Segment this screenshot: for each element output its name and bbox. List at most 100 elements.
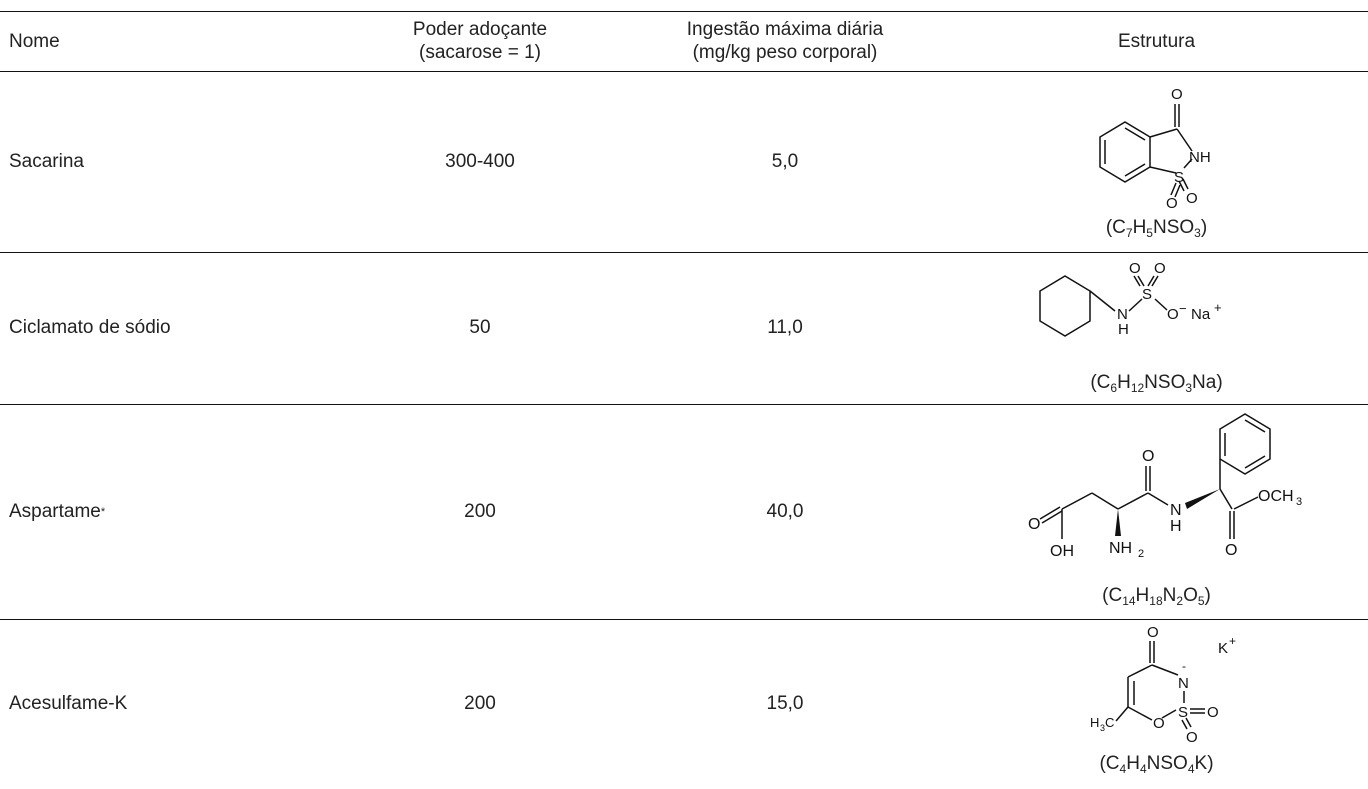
formula-subscript: 6: [1110, 381, 1118, 395]
max-intake-value: 40,0: [766, 500, 804, 522]
header-structure-label: Estrutura: [1117, 30, 1196, 52]
table-row-name: Aspartame *: [9, 404, 369, 619]
atom-label: H: [1090, 715, 1099, 730]
footnote-marker: *: [100, 505, 106, 518]
atom-subscript: 3: [1100, 723, 1105, 733]
atom-label: NH: [1189, 149, 1211, 166]
table-row-intake: 11,0: [620, 252, 950, 404]
formula-part: H: [1117, 372, 1131, 393]
formula-part: H: [1135, 585, 1150, 606]
formula-part: Na): [1192, 372, 1223, 393]
header-sweetening-power: Poder adoçante (sacarose = 1): [340, 11, 620, 71]
max-intake-value: 11,0: [767, 317, 803, 338]
sweetener-name: Sacarina: [9, 150, 84, 172]
atom-label: S: [1178, 704, 1188, 721]
atom-label: S: [1174, 169, 1184, 186]
atom-label: O: [1166, 195, 1178, 209]
atom-label: O: [1186, 729, 1198, 746]
max-intake-value: 15,0: [766, 693, 804, 714]
sweetener-name: Ciclamato de sódio: [9, 317, 171, 338]
atom-charge: +: [1214, 300, 1222, 315]
table-row-power: 200: [340, 404, 620, 619]
atom-label: OCH: [1258, 488, 1294, 505]
formula-subscript: 3: [1194, 226, 1201, 240]
atom-label: H: [1118, 321, 1129, 338]
formula-part: NSO: [1144, 372, 1186, 393]
formula-part: (C: [1090, 372, 1111, 393]
formula-subscript: 12: [1130, 381, 1145, 395]
atom-subscript: 2: [1138, 548, 1144, 560]
header-name: Nome: [9, 11, 369, 71]
formula-part: H: [1132, 217, 1147, 238]
acesulfame-structure: O N - K + S O O O H 3 C: [1090, 624, 1250, 747]
formula-part: O: [1183, 585, 1198, 606]
atom-label: O: [1225, 542, 1237, 559]
molecular-formula: (C4H4NSO4K): [945, 753, 1368, 776]
header-intake-line1: Ingestão máxima diária: [686, 19, 884, 40]
atom-label: O: [1028, 516, 1040, 533]
atom-label: N: [1170, 502, 1182, 519]
atom-label: S: [1142, 286, 1152, 303]
atom-label: OH: [1050, 543, 1074, 560]
formula-subscript: 7: [1125, 226, 1133, 240]
header-name-label: Nome: [9, 30, 60, 52]
formula-part: ): [1200, 217, 1208, 238]
sweetener-name: Aspartame: [9, 500, 101, 522]
atom-charge: +: [1229, 634, 1236, 648]
aspartame-structure: O OH NH 2 O N H O OCH 3: [1020, 411, 1320, 576]
molecular-formula: (C6H12NSO3Na): [945, 372, 1368, 395]
header-bottom-rule: [0, 71, 1368, 72]
formula-subscript: 5: [1197, 594, 1205, 608]
formula-subscript: 5: [1146, 226, 1153, 240]
atom-label: O: [1207, 704, 1219, 721]
sweetener-name: Acesulfame-K: [9, 693, 128, 714]
table-row-power: 200: [340, 619, 620, 789]
row-rule: [0, 252, 1368, 253]
atom-label: NH: [1109, 540, 1132, 557]
atom-label: O: [1153, 715, 1165, 732]
atom-label: O: [1142, 448, 1154, 465]
formula-subscript: 4: [1119, 762, 1127, 776]
formula-part: H: [1126, 753, 1140, 774]
formula-part: (C: [1099, 753, 1120, 774]
formula-part: NSO: [1152, 217, 1195, 238]
table-row-power: 300-400: [340, 71, 620, 252]
sweetening-power-value: 200: [464, 500, 496, 522]
atom-label: O: [1129, 260, 1141, 277]
molecular-formula: (C14H18N2O5): [945, 585, 1368, 608]
formula-subscript: 14: [1122, 594, 1136, 608]
table-row-name: Ciclamato de sódio: [9, 252, 369, 404]
atom-label: O: [1186, 190, 1198, 207]
sweetening-power-value: 300-400: [445, 150, 515, 172]
header-power-line1: Poder adoçante: [412, 19, 548, 40]
formula-subscript: 4: [1139, 762, 1147, 776]
atom-label: C: [1105, 715, 1114, 730]
atom-label: O: [1167, 306, 1179, 323]
header-structure: Estrutura: [945, 11, 1368, 71]
atom-charge: −: [1179, 301, 1187, 316]
saccharin-structure: O NH S O O: [1080, 79, 1240, 212]
formula-part: N: [1162, 585, 1177, 606]
header-power-line2: (sacarose = 1): [419, 42, 541, 63]
atom-label: H: [1170, 518, 1182, 535]
atom-label: O: [1147, 625, 1159, 641]
atom-label: K: [1218, 640, 1228, 657]
formula-part: K): [1194, 753, 1214, 774]
cyclamate-structure: O O S N H O − Na +: [1030, 256, 1250, 356]
atom-label: O: [1171, 86, 1183, 103]
row-rule: [0, 404, 1368, 405]
sweetening-power-value: 200: [464, 693, 496, 714]
row-rule: [0, 619, 1368, 620]
formula-part: (C: [1102, 585, 1123, 606]
formula-part: (C: [1105, 217, 1126, 238]
table-row-intake: 40,0: [620, 404, 950, 619]
formula-part: ): [1204, 585, 1211, 606]
max-intake-value: 5,0: [771, 150, 799, 172]
table-row-name: Sacarina: [9, 71, 369, 252]
atom-label: O: [1154, 260, 1166, 277]
table-row-intake: 5,0: [620, 71, 950, 252]
formula-subscript: 3: [1185, 381, 1193, 395]
sweetening-power-value: 50: [469, 317, 491, 338]
formula-subscript: 18: [1149, 594, 1163, 608]
header-max-intake: Ingestão máxima diária (mg/kg peso corpo…: [620, 11, 950, 71]
